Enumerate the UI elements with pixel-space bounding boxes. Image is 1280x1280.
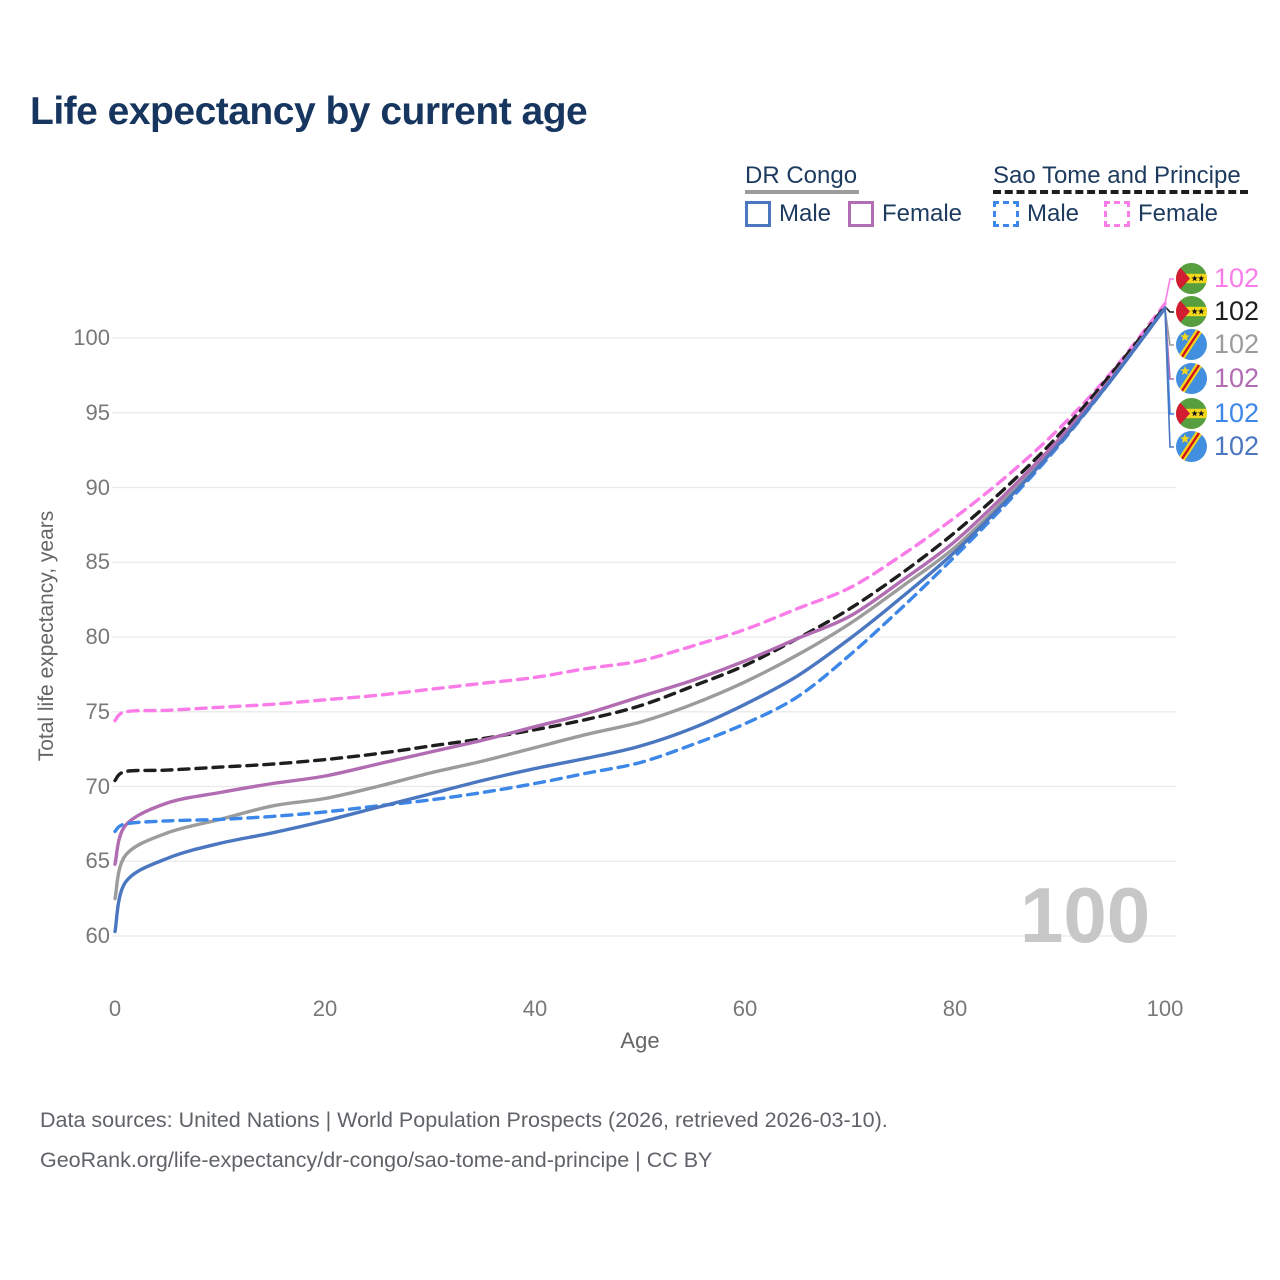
x-tick-label-40: 40 xyxy=(522,996,548,1021)
legend-item-label: Female xyxy=(1138,200,1219,227)
end-label-sao-tome-and-principe-male: 102 xyxy=(1176,398,1259,429)
series-line-dr-congo-male[interactable] xyxy=(113,306,1167,934)
end-label-value: 102 xyxy=(1214,431,1260,461)
end-label-dr-congo-both: 102 xyxy=(1176,329,1259,360)
sao-tome-and-principe-flag-icon xyxy=(1176,263,1207,294)
x-axis-title: Age xyxy=(620,1028,660,1053)
y-tick-label-100: 100 xyxy=(73,325,110,350)
x-tick-label-80: 80 xyxy=(942,996,968,1021)
x-tick-label-20: 20 xyxy=(312,996,338,1021)
footer-data-sources: Data sources: United Nations | World Pop… xyxy=(40,1108,888,1132)
dr-congo-flag-icon xyxy=(1176,363,1207,394)
end-label-dr-congo-male: 102 xyxy=(1176,431,1259,462)
y-tick-label-90: 90 xyxy=(85,474,110,500)
y-tick-label-60: 60 xyxy=(85,923,110,948)
legend-item-label: Male xyxy=(779,200,832,227)
end-label-leader-line xyxy=(1164,308,1174,448)
legend-underline-sao-tome xyxy=(993,190,1248,194)
end-label-value: 102 xyxy=(1214,363,1260,393)
y-tick-label-85: 85 xyxy=(85,549,110,575)
y-tick-label-75: 75 xyxy=(85,698,110,724)
legend-group-dr-congo[interactable]: DR Congo xyxy=(745,162,858,189)
x-tick-label-100: 100 xyxy=(1146,996,1184,1021)
sao-tome-and-principe-flag-icon xyxy=(1176,398,1207,429)
legend-item-stp-female[interactable]: Female xyxy=(1104,200,1218,228)
end-label-sao-tome-and-principe-both: 102 xyxy=(1176,296,1259,327)
end-label-value: 102 xyxy=(1214,296,1260,326)
dr-congo-flag-icon xyxy=(1176,329,1207,360)
series-line-dr-congo-female[interactable] xyxy=(113,306,1167,866)
legend-item-label: Female xyxy=(882,200,963,227)
series-line-sao-tome-and-principe-both[interactable] xyxy=(113,304,1167,783)
legend-item-drc-female[interactable]: Female xyxy=(848,200,962,228)
y-tick-label-65: 65 xyxy=(85,848,110,874)
end-label-value: 102 xyxy=(1214,329,1260,359)
age-watermark: 100 xyxy=(1020,871,1151,959)
stp-female-swatch-icon xyxy=(1104,201,1130,227)
legend-group-sao-tome[interactable]: Sao Tome and Principe xyxy=(993,162,1241,189)
x-tick-label-0: 0 xyxy=(108,996,122,1021)
legend-underline-dr-congo xyxy=(745,190,859,194)
end-label-sao-tome-and-principe-female: 102 xyxy=(1176,263,1259,294)
y-tick-label-70: 70 xyxy=(85,773,110,799)
end-label-value: 102 xyxy=(1214,263,1260,293)
footer-attribution: GeoRank.org/life-expectancy/dr-congo/sao… xyxy=(40,1148,713,1172)
end-label-dr-congo-female: 102 xyxy=(1176,363,1259,394)
sao-tome-and-principe-flag-icon xyxy=(1176,296,1207,327)
series-line-sao-tome-and-principe-female[interactable] xyxy=(113,301,1167,723)
drc-male-swatch-icon xyxy=(745,201,771,227)
legend-item-label: Male xyxy=(1027,200,1080,227)
series-line-dr-congo-both[interactable] xyxy=(113,306,1167,901)
y-tick-label-80: 80 xyxy=(85,624,110,649)
end-label-leader-line xyxy=(1164,278,1174,304)
drc-female-swatch-icon xyxy=(848,201,874,227)
series-line-sao-tome-and-principe-male[interactable] xyxy=(113,306,1167,834)
y-axis-title: Total life expectancy, years xyxy=(35,510,58,762)
x-tick-label-60: 60 xyxy=(732,996,758,1021)
page-title: Life expectancy by current age xyxy=(30,90,588,133)
stp-male-swatch-icon xyxy=(993,201,1019,227)
end-label-value: 102 xyxy=(1214,398,1260,428)
legend-item-stp-male[interactable]: Male xyxy=(993,200,1079,228)
dr-congo-flag-icon xyxy=(1176,431,1207,462)
legend-item-drc-male[interactable]: Male xyxy=(745,200,831,228)
y-tick-label-95: 95 xyxy=(85,399,110,425)
